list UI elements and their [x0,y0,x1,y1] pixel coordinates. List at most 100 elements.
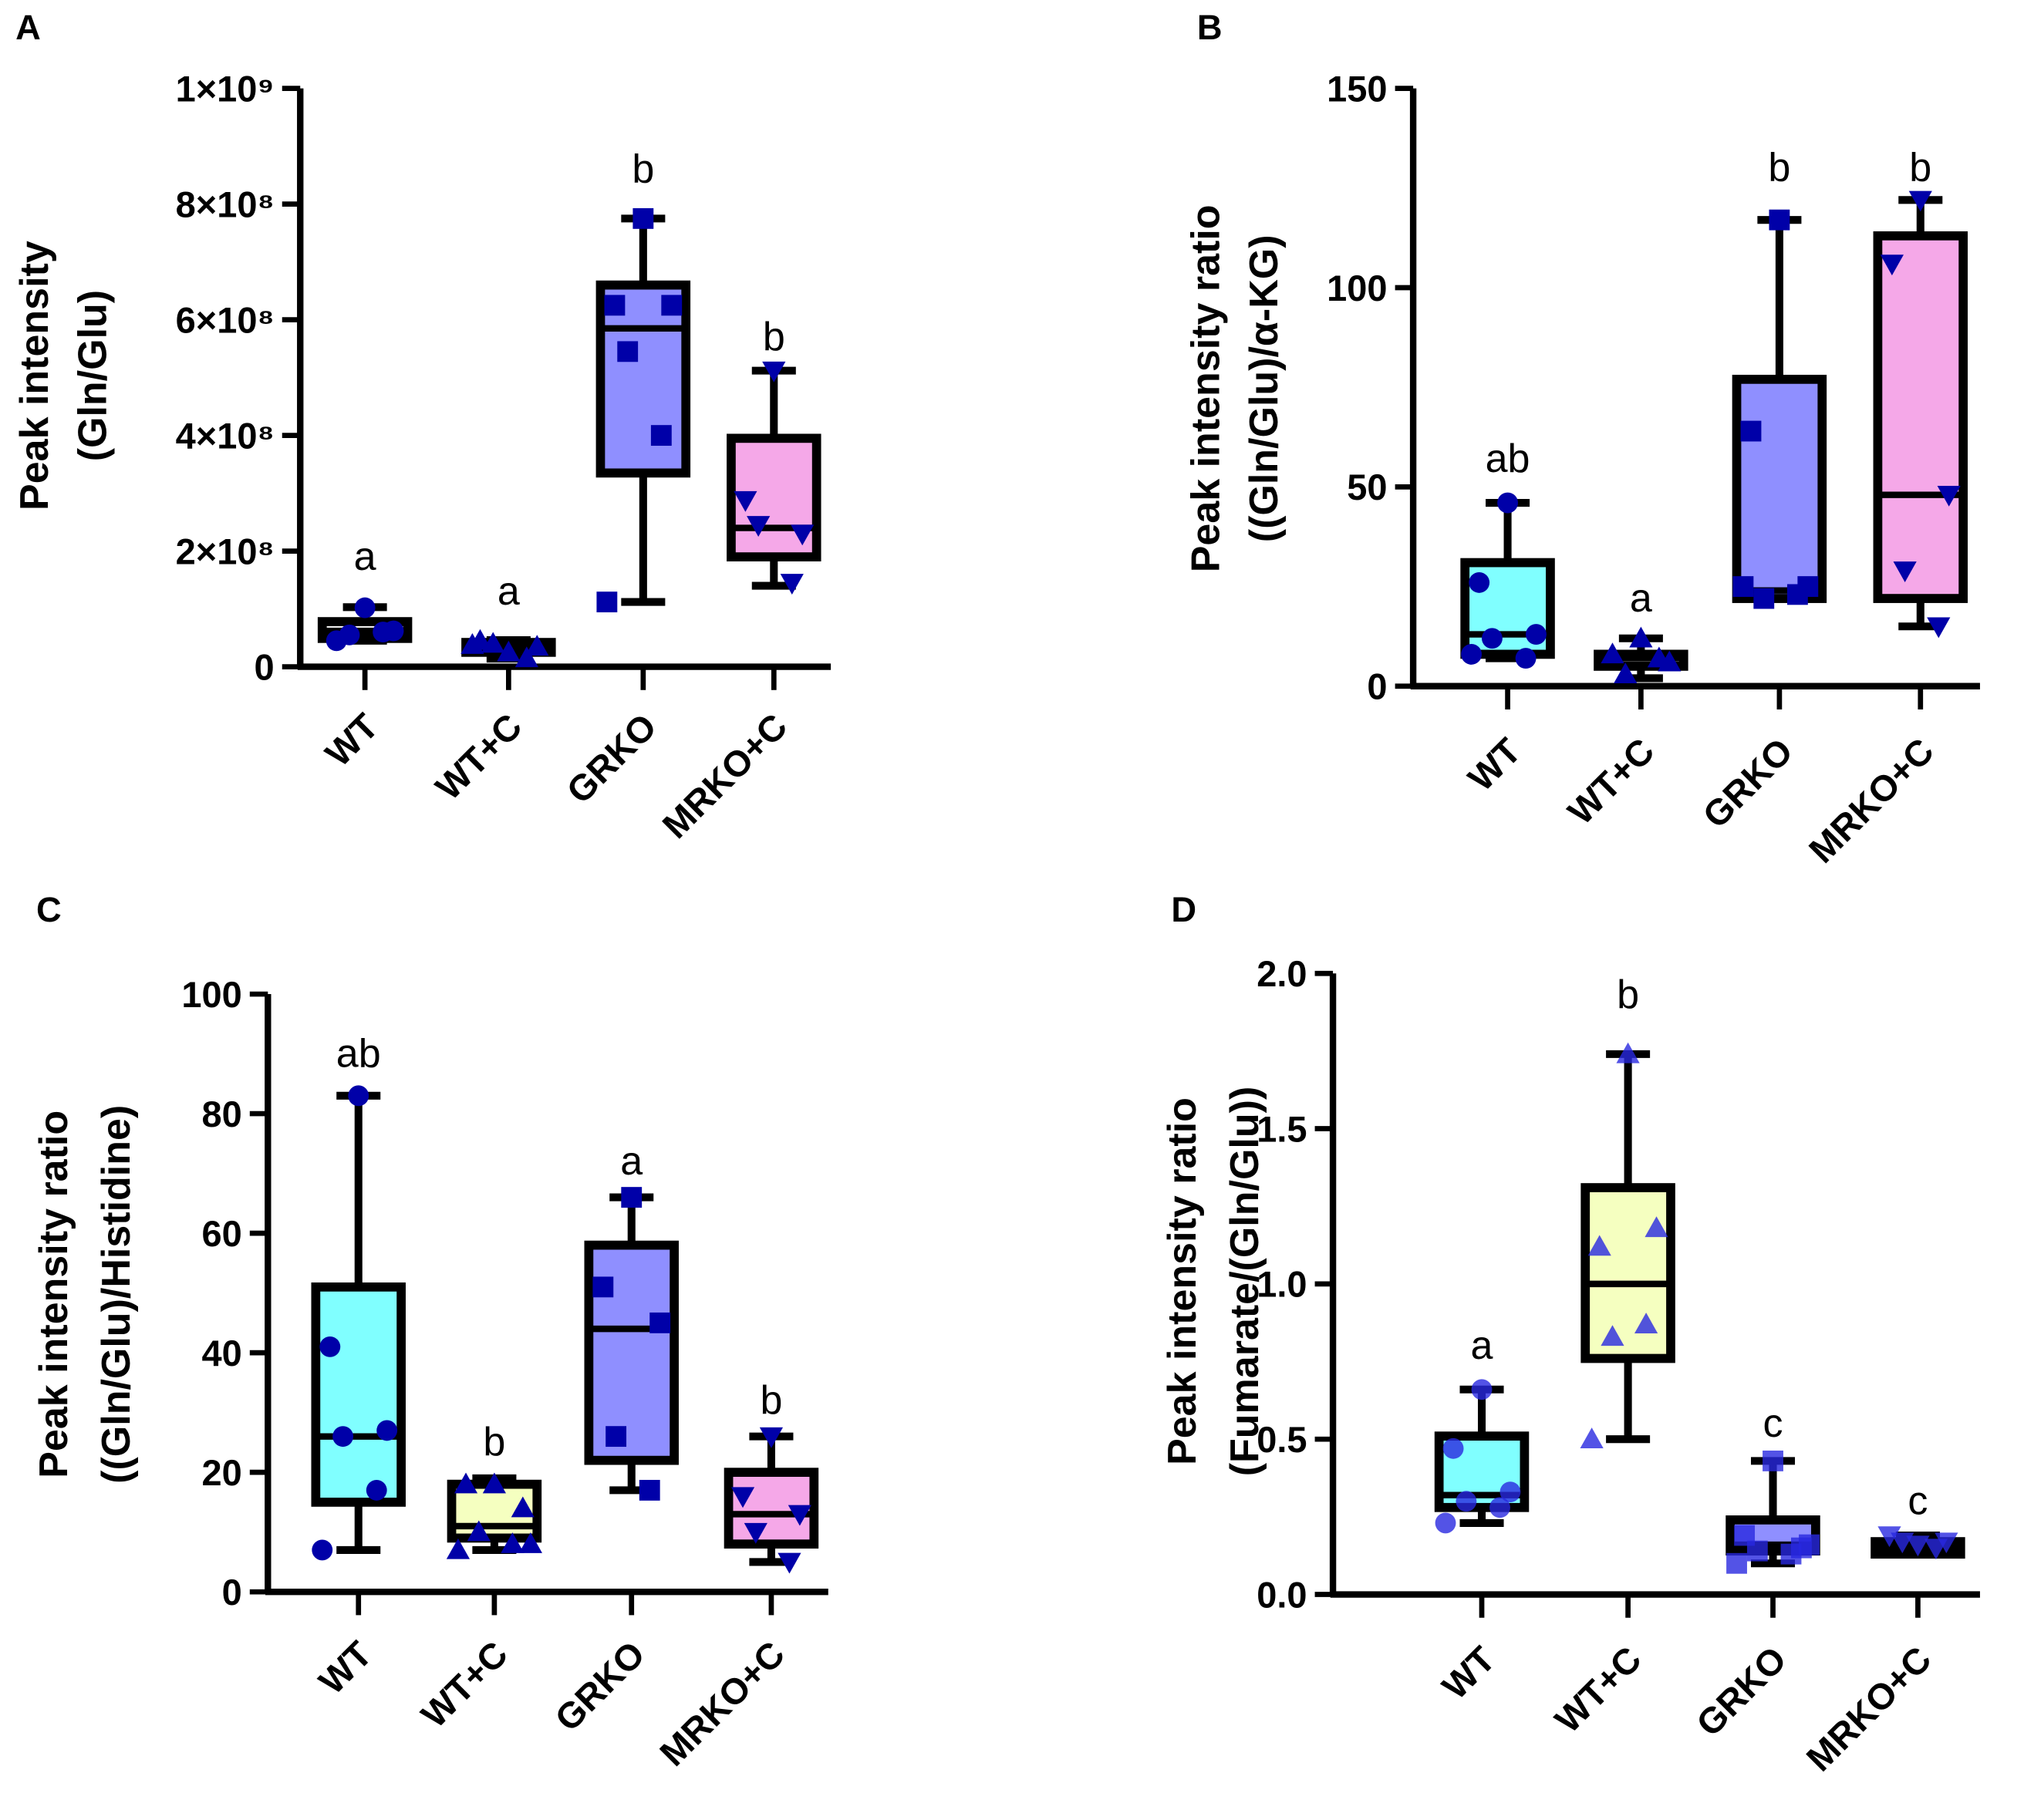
y-tick-label: 6×10⁸ [176,299,275,340]
data-point [596,592,618,613]
box-group-GRKO: c [1725,1401,1820,1574]
significance-letter: c [1908,1479,1928,1524]
data-point [1601,1325,1624,1346]
data-point [1580,1427,1604,1448]
significance-letter: b [632,147,654,191]
y-tick-label: 1×10⁹ [176,68,275,109]
data-point [661,295,683,316]
data-point [788,1505,811,1526]
data-point [744,1522,767,1544]
box [1873,231,1968,603]
data-point [1461,643,1483,665]
data-point [454,1472,478,1494]
data-point [373,622,394,643]
y-tick-label: 2.0 [1257,953,1307,994]
y-tick-label: 4×10⁸ [176,415,275,456]
panel-letter: D [1171,890,1196,929]
significance-letter: a [1630,576,1652,621]
data-point [1891,1532,1914,1554]
box-group-WT: ab [311,1031,406,1561]
box [1732,374,1827,603]
data-point [1499,1481,1521,1503]
y-tick-label: 0 [255,646,275,687]
y-axis-label: ((Gln/Glu)/α-KG) [1242,234,1287,542]
data-point [339,624,360,645]
data-point [525,635,549,656]
data-point [604,295,626,316]
y-tick-label: 100 [181,974,241,1015]
panel-D: D Peak intensity ratio (Fumarate/(Gln/Glu)… [1160,890,1980,1779]
data-point [1515,648,1537,669]
data-point [1924,1539,1948,1560]
significance-letter: b [1909,146,1931,190]
data-point [606,1426,627,1448]
data-point [1937,485,1961,507]
significance-letter: ab [336,1031,381,1076]
data-point [1644,1216,1668,1238]
data-point [1442,1437,1464,1459]
panel-letter: B [1197,8,1223,47]
data-point [592,1276,614,1298]
data-point [1877,1526,1901,1548]
data-point [376,1420,398,1441]
x-tick-label: WT [317,705,386,774]
x-tick-label: WT+C [413,1633,515,1735]
data-point [1497,492,1518,514]
data-point [621,1187,643,1208]
data-point [1471,1379,1493,1400]
x-tick-label: GRKO [1688,1638,1794,1744]
data-point [1482,628,1503,649]
data-point [617,341,639,362]
significance-letter: c [1763,1401,1783,1446]
y-axis-label: (Gln/Glu) [71,290,116,461]
box-group-WT+C: a [1594,576,1688,683]
data-point [1746,1540,1768,1562]
data-point [1456,1491,1477,1512]
data-point [730,1487,755,1508]
box-group-WT+C: a [460,569,556,668]
data-point [366,1479,387,1501]
data-point [747,516,771,537]
data-point [332,1426,354,1448]
data-point [467,1520,491,1542]
box-group-MRKO+C: b [1873,146,1968,639]
x-tick-label: WT+C [427,706,529,807]
data-point [791,524,815,546]
data-point [762,361,786,383]
x-tick-label: MRKO+C [654,706,794,846]
y-tick-label: 2×10⁸ [176,531,275,571]
y-tick-label: 0.5 [1257,1419,1307,1460]
significance-letter: a [1471,1323,1493,1368]
y-axis-label: (Fumarate/(Gln/Glu)) [1223,1087,1267,1477]
data-point [1769,209,1790,231]
significance-letter: b [763,315,785,359]
data-point [649,1312,671,1333]
data-point [446,1538,471,1559]
data-point [481,632,505,653]
y-tick-label: 150 [1327,68,1387,109]
box-group-WT: ab [1460,436,1555,669]
data-point [650,425,672,447]
x-tick-label: WT+C [1560,730,1661,832]
data-point [1587,1235,1611,1256]
data-point [312,1539,333,1561]
box-group-WT+C: b [1580,972,1675,1448]
x-tick-label: GRKO [1695,730,1800,836]
data-point [1906,1535,1930,1557]
data-point [1634,1313,1658,1333]
data-point [348,1085,369,1107]
data-point [734,490,757,512]
y-tick-label: 60 [201,1213,241,1254]
panel-letter: C [36,890,62,929]
data-point [1469,571,1490,593]
y-tick-label: 0 [222,1572,242,1613]
x-tick-label: WT [311,1633,380,1701]
y-tick-label: 100 [1327,268,1387,308]
data-point [639,1479,660,1501]
y-tick-label: 40 [201,1333,241,1373]
panel-B: B Peak intensity ratio ((Gln/Glu)/α-KG) 0 50… [1183,8,1980,871]
data-point [1526,624,1547,645]
panel-A: A Peak intensity (Gln/Glu) 0 2×10⁸ 4×10⁸ 6×10⁸… [12,8,832,846]
x-tick-label: WT+C [1547,1638,1648,1740]
